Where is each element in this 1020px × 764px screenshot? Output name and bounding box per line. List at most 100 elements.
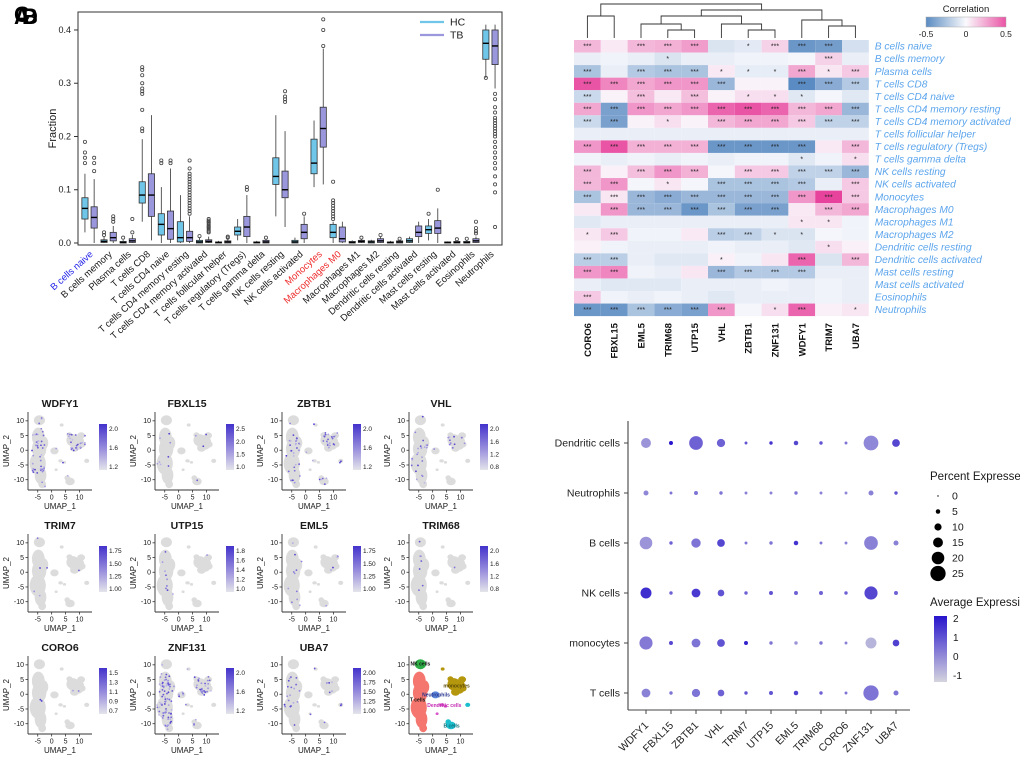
- y-tick-label: 5: [20, 433, 24, 440]
- significance-marker: ***: [744, 169, 752, 176]
- umap-cluster-blob: [54, 712, 58, 716]
- y-tick-label: 0: [20, 448, 24, 455]
- heatmap-col-label: ZNF131: [771, 322, 782, 357]
- colorbar-tick-label: 1.50: [109, 561, 122, 568]
- outlier-point: [187, 179, 192, 184]
- significance-marker: ***: [851, 182, 859, 189]
- x-axis-title: UMAP_1: [171, 746, 204, 755]
- umap-cluster-blob: [440, 667, 445, 671]
- color-legend-gradient: [934, 616, 947, 682]
- outlier-point: [92, 155, 97, 160]
- heatmap-row-label: NK cells activated: [875, 180, 956, 191]
- umap-cluster-blob: [415, 710, 428, 729]
- heatmap-cell: [815, 152, 842, 166]
- outlier-point: [82, 161, 87, 166]
- x-tick-label: -5: [416, 739, 422, 746]
- heatmap-cell: [681, 140, 708, 153]
- dotplot-dot: [669, 441, 673, 445]
- heatmap-cell: [734, 291, 762, 304]
- dotplot-dot: [793, 440, 799, 446]
- outlier-point: [493, 166, 498, 171]
- heatmap-cell: [574, 253, 601, 266]
- y-tick-label: 5: [274, 555, 278, 562]
- umap-expression-dots: [156, 432, 208, 482]
- umap-cluster-blob: [447, 554, 454, 560]
- umap-cluster-blob: [34, 710, 47, 729]
- y-tick-label: 10: [397, 662, 405, 669]
- heatmap-cell: [627, 152, 655, 166]
- significance-marker: ***: [771, 207, 779, 214]
- heatmap-cell: [842, 303, 869, 317]
- heatmap-cell: [708, 52, 735, 66]
- heatmap-cell: [815, 228, 842, 241]
- dotplot-dot: [769, 491, 773, 495]
- y-axis-title: UMAP_2: [129, 556, 138, 589]
- heatmap-cell: [627, 178, 655, 191]
- heatmap-row-label: Macrophages M1: [875, 217, 954, 228]
- x-tick-label: 5: [191, 617, 195, 624]
- dotplot-dot: [769, 541, 773, 545]
- dotplot-dot: [744, 491, 748, 495]
- umap-cluster-blob: [211, 580, 217, 585]
- outlier-point: [331, 214, 336, 219]
- heatmap-cell: [627, 240, 655, 254]
- heatmap-cell: [788, 278, 816, 291]
- y-tick-label: 0: [147, 692, 151, 699]
- significance-marker: ***: [583, 69, 591, 76]
- umap-cluster-blob: [38, 479, 47, 489]
- y-tick-label: -10: [141, 721, 151, 728]
- heatmap-cell: [654, 240, 682, 254]
- outlier-point: [331, 206, 336, 211]
- heatmap-cell: [815, 190, 842, 204]
- umap-cluster-blob: [414, 659, 426, 670]
- size-legend-label: 0: [952, 491, 958, 503]
- umap-cluster-blob: [458, 432, 467, 439]
- color-legend-tick: 2: [953, 614, 959, 625]
- outlier-point: [493, 123, 498, 128]
- dotplot-dot: [744, 691, 748, 695]
- y-tick-label: -10: [268, 599, 278, 606]
- umap-colorbar: [353, 424, 361, 470]
- y-axis-title: UMAP_2: [2, 556, 11, 589]
- y-tick-label: -5: [399, 706, 405, 713]
- outlier-point: [493, 126, 498, 131]
- y-axis-title: Fraction: [47, 109, 59, 149]
- heatmap-cell: [708, 102, 735, 116]
- y-axis-title: UMAP_2: [2, 434, 11, 467]
- heatmap-cell: [815, 278, 842, 291]
- heatmap-cell: [627, 203, 655, 216]
- umap-clusters: [410, 537, 471, 611]
- heatmap-row-label: Plasma cells: [875, 67, 932, 78]
- dotplot-dot: [864, 536, 878, 550]
- heatmap-cell: [654, 178, 682, 191]
- outlier-point: [321, 43, 326, 48]
- umap-colorbar: [353, 546, 361, 592]
- umap-cluster-blob: [320, 676, 327, 682]
- umap-cluster-blob: [39, 436, 49, 450]
- outlier-point: [493, 161, 498, 166]
- heatmap-cell: [708, 40, 735, 53]
- heatmap-cell: [842, 90, 869, 103]
- umap-feature-plot-TRIM68: TRIM68 -5 0 5 10 10 5 0 -5 -10 UMAP_1 UMAP_2 2.0 1.6 1…: [383, 520, 499, 633]
- heatmap-cell: [654, 90, 682, 103]
- umap-clusters: [156, 537, 217, 611]
- outlier-point: [493, 225, 498, 230]
- significance-marker: ***: [744, 182, 752, 189]
- colorbar-tick-label: 2.00: [363, 670, 376, 677]
- umap-cluster-blob: [461, 685, 467, 692]
- outlier-point: [111, 219, 116, 224]
- x-tick-label: 0: [50, 495, 54, 502]
- heatmap-cell: [761, 127, 789, 141]
- x-tick-label: 5: [64, 495, 68, 502]
- heatmap-cell: [654, 40, 682, 53]
- umap-cluster-blob: [50, 447, 59, 455]
- boxplot-boxes: [81, 17, 499, 244]
- significance-marker: ***: [664, 307, 672, 314]
- umap-cluster-blob: [64, 719, 71, 725]
- umap-colorbar: [99, 668, 107, 714]
- y-tick-label: 0: [401, 570, 405, 577]
- umap-cluster-blob: [320, 554, 327, 560]
- umap-cluster-blob: [435, 468, 439, 472]
- heatmap-cell: [734, 228, 762, 241]
